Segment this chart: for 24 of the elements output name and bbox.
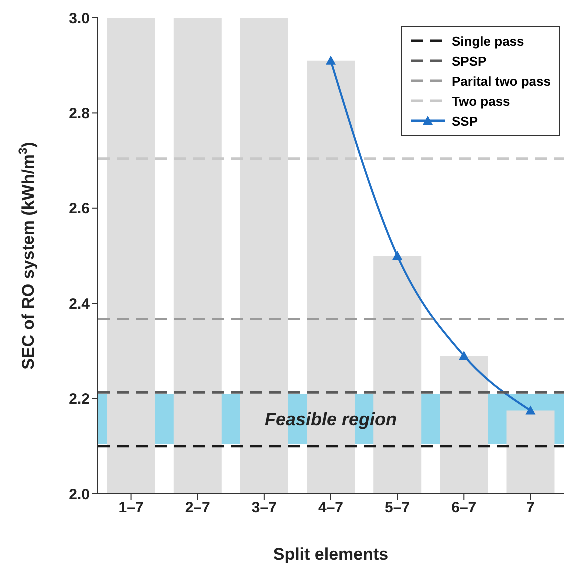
point bbox=[459, 350, 470, 360]
y-tick-label: 2.0 bbox=[69, 486, 90, 504]
band-label: Feasible region bbox=[264, 410, 398, 430]
x-tick-label: 6–7 bbox=[452, 500, 477, 517]
y-tick-label: 2.4 bbox=[69, 296, 91, 313]
legend-label: Parital two pass bbox=[452, 74, 551, 88]
legend-label: SSP bbox=[452, 114, 478, 128]
x-tick-label: 5–7 bbox=[385, 500, 410, 517]
legend-label: Two pass bbox=[452, 94, 510, 108]
x-tick-label: 4–7 bbox=[318, 500, 344, 517]
y-tick-label: 3.0 bbox=[69, 10, 90, 28]
point bbox=[392, 251, 403, 260]
x-tick-label: 3–7 bbox=[252, 500, 277, 517]
y-tick-label: 2.6 bbox=[69, 200, 90, 218]
x-tick-label: 1–7 bbox=[118, 500, 144, 517]
point bbox=[326, 56, 336, 65]
x-tick-label: 2–7 bbox=[185, 500, 210, 517]
x-tick-label: 7 bbox=[526, 500, 535, 517]
y-tick-label: 2.8 bbox=[69, 106, 90, 123]
legend-label: SPSP bbox=[452, 54, 487, 68]
y-tick-label: 2.2 bbox=[69, 391, 90, 408]
x-axis-title: Split elements bbox=[273, 545, 389, 564]
point bbox=[526, 406, 536, 415]
legend-label: Single pass bbox=[452, 34, 524, 48]
